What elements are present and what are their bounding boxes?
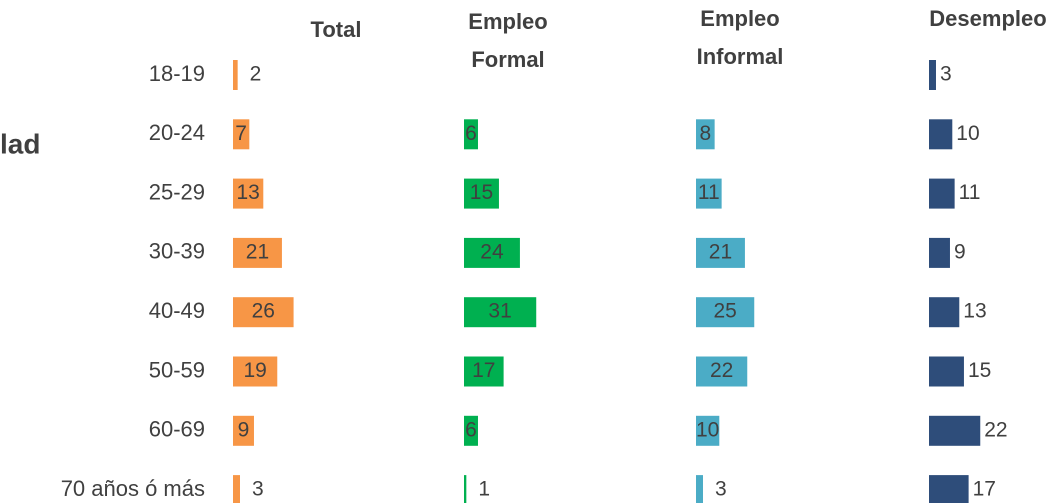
bar <box>929 237 950 268</box>
value-label: 1 <box>478 478 490 501</box>
bar <box>233 297 294 328</box>
bar <box>696 297 755 328</box>
bar <box>696 475 703 503</box>
bar <box>696 119 715 150</box>
bar <box>233 60 238 90</box>
value-label: 11 <box>959 181 981 204</box>
value-label: 17 <box>973 478 996 501</box>
bar <box>233 178 264 209</box>
bar <box>929 60 936 90</box>
value-label: 9 <box>954 240 966 263</box>
bar <box>233 237 282 268</box>
series-header: Empleo Informal <box>696 6 784 69</box>
bar <box>929 475 969 503</box>
bar <box>929 356 964 387</box>
value-label: 7 <box>235 122 247 145</box>
bar <box>233 356 278 387</box>
value-label: 10 <box>956 122 979 145</box>
value-label: 31 <box>488 300 511 323</box>
value-label: 10 <box>696 418 719 441</box>
bar <box>233 119 250 150</box>
bar <box>696 415 720 446</box>
value-label: 17 <box>472 359 495 382</box>
value-label: 15 <box>470 181 493 204</box>
bar <box>233 475 240 503</box>
value-label: 3 <box>940 63 952 86</box>
bar <box>929 178 955 209</box>
category-label: 60-69 <box>149 417 205 442</box>
bar <box>464 119 478 150</box>
bar <box>696 237 745 268</box>
bar <box>464 297 537 328</box>
value-label: 6 <box>465 122 477 145</box>
value-label: 22 <box>984 418 1007 441</box>
value-label: 6 <box>465 418 477 441</box>
value-label: 21 <box>709 240 732 263</box>
bar <box>233 415 254 446</box>
bar <box>464 475 467 503</box>
bar <box>696 356 748 387</box>
value-label: 21 <box>246 240 269 263</box>
bar <box>929 297 960 328</box>
value-label: 13 <box>963 300 986 323</box>
series-header: Empleo Formal <box>468 9 548 72</box>
side-label: lad <box>0 128 40 159</box>
bar <box>464 178 499 209</box>
value-label: 24 <box>480 240 504 263</box>
value-label: 22 <box>710 359 733 382</box>
value-label: 9 <box>238 418 250 441</box>
value-label: 15 <box>968 359 991 382</box>
bar <box>464 356 504 387</box>
value-label: 8 <box>699 122 711 145</box>
category-label: 20-24 <box>149 120 205 145</box>
bar <box>929 415 981 446</box>
category-label: 30-39 <box>149 239 205 264</box>
category-label: 40-49 <box>149 298 205 323</box>
bar <box>929 119 953 150</box>
value-label: 25 <box>713 300 736 323</box>
series-header: Total <box>310 17 362 42</box>
bar <box>464 415 478 446</box>
value-label: 26 <box>252 300 275 323</box>
value-label: 3 <box>252 478 264 501</box>
category-label: 50-59 <box>149 357 205 382</box>
category-label: 70 años ó más <box>61 476 205 501</box>
value-label: 13 <box>236 181 259 204</box>
value-label: 3 <box>715 478 727 501</box>
bar <box>696 178 722 209</box>
bar <box>464 237 520 268</box>
series-header: Desempleo <box>929 6 1047 31</box>
value-label: 11 <box>698 181 720 204</box>
value-label: 19 <box>243 359 266 382</box>
category-label: 25-29 <box>149 179 205 204</box>
value-label: 2 <box>250 63 262 86</box>
category-label: 18-19 <box>149 61 205 86</box>
